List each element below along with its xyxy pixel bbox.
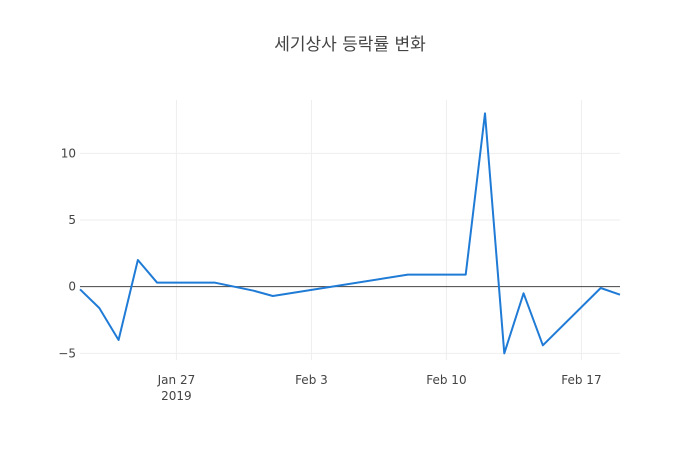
x-tick-label: Feb 3 xyxy=(295,373,328,387)
y-tick-label: 10 xyxy=(61,146,76,160)
chart-title: 세기상사 등락률 변화 xyxy=(274,35,426,55)
x-tick-label: Feb 17 xyxy=(561,373,601,387)
x-tick-label: Feb 10 xyxy=(426,373,466,387)
grid-layer xyxy=(80,100,620,360)
series-line xyxy=(79,112,621,355)
series-layer xyxy=(79,112,621,355)
y-tick-label: 5 xyxy=(68,213,76,227)
x-tick-label: Jan 27 xyxy=(157,373,196,387)
x-tick-sublabel: 2019 xyxy=(161,389,192,403)
y-tick-label: −5 xyxy=(58,346,76,360)
y-tick-label: 0 xyxy=(68,280,76,294)
axis-layer: Jan 27 2019 Feb 3 Feb 10 Feb 17 10 5 0 −5 xyxy=(58,146,601,403)
